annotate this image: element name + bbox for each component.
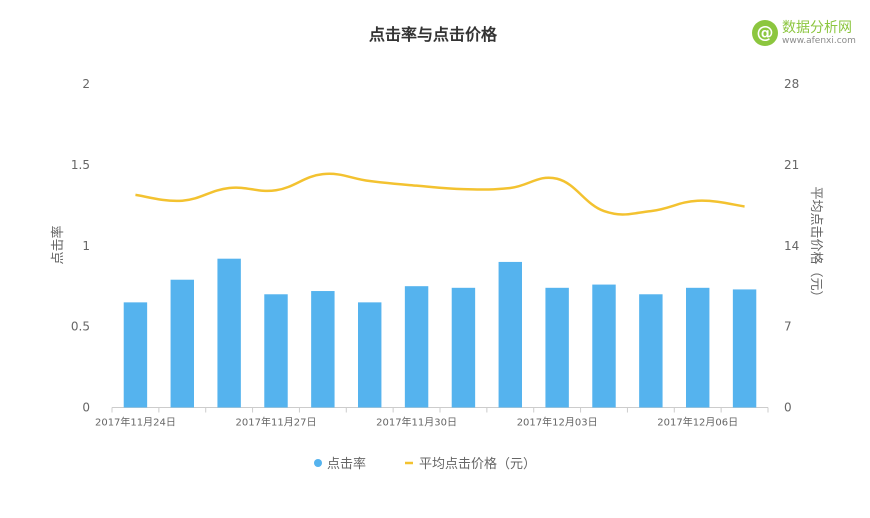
y-left-tick-label: 1.5	[71, 158, 90, 172]
y-left-tick-label: 0.5	[71, 320, 90, 334]
bar	[498, 261, 522, 408]
y-right-tick-label: 7	[784, 320, 792, 334]
bar	[404, 286, 429, 408]
y-left-tick-label: 2	[82, 77, 90, 91]
y-axis-left-title: 点击率	[50, 225, 66, 264]
bar	[311, 291, 335, 408]
bar	[639, 294, 663, 408]
chart-title: 点击率与点击价格	[369, 25, 498, 44]
bar	[217, 258, 241, 408]
bar	[686, 287, 710, 408]
watermark-name: 数据分析网	[782, 19, 852, 36]
bar	[592, 284, 616, 408]
y-axis-left: 0 0.5 1 1.5 2	[71, 77, 90, 415]
line-series	[135, 172, 745, 216]
y-axis-right: 0 7 14 21 28	[784, 77, 799, 415]
x-tick-label: 2017年11月30日	[376, 416, 457, 429]
bar	[451, 287, 476, 408]
x-axis: 2017年11月24日 2017年11月27日 2017年11月30日 2017年12…	[95, 407, 769, 429]
logo-icon: @	[752, 20, 778, 46]
x-tick-label: 2017年12月06日	[657, 416, 738, 429]
legend-marker-bar	[314, 459, 322, 467]
watermark-logo: @ 数据分析网 www.afenxi.com	[752, 20, 856, 46]
y-right-tick-label: 14	[784, 239, 799, 253]
legend-label-line: 平均点击价格（元）	[419, 456, 536, 472]
bar	[264, 294, 288, 408]
bar-series	[123, 258, 757, 408]
x-tick-label: 2017年11月27日	[236, 416, 317, 429]
legend-label-bar: 点击率	[327, 456, 366, 472]
y-left-tick-label: 0	[82, 401, 90, 415]
y-left-tick-label: 1	[82, 239, 90, 253]
bar	[358, 302, 382, 408]
legend[interactable]: 点击率 平均点击价格（元）	[314, 456, 536, 472]
y-right-tick-label: 21	[784, 158, 799, 172]
bar	[732, 289, 757, 408]
watermark-url: www.afenxi.com	[782, 35, 856, 46]
y-right-tick-label: 0	[784, 401, 792, 415]
bar	[123, 302, 148, 408]
bar	[170, 279, 194, 408]
x-tick-label: 2017年11月24日	[95, 416, 176, 429]
y-right-tick-label: 28	[784, 77, 799, 91]
x-tick-label: 2017年12月03日	[517, 416, 598, 429]
bar	[545, 287, 569, 408]
y-axis-right-title: 平均点击价格（元）	[808, 186, 824, 303]
